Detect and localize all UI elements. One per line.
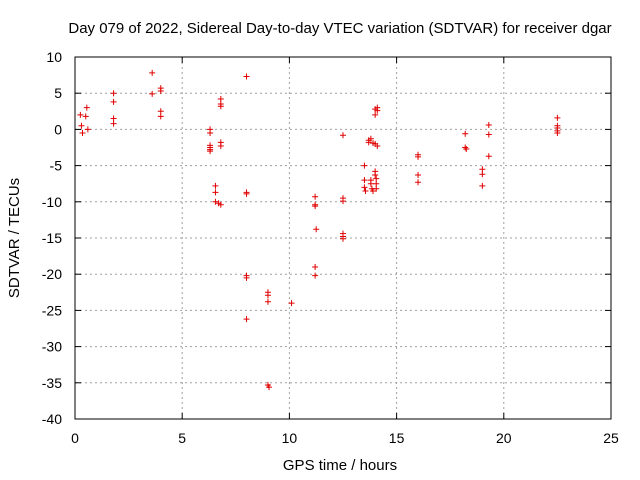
data-point: [361, 177, 368, 184]
data-point: [415, 153, 422, 160]
data-point: [479, 171, 486, 178]
y-tick-label: -40: [42, 411, 62, 427]
data-point: [479, 182, 486, 189]
data-point: [288, 300, 295, 307]
data-point: [554, 114, 561, 121]
data-point: [312, 193, 319, 200]
y-tick-label: -15: [42, 230, 62, 246]
data-point: [415, 172, 422, 179]
data-point: [157, 113, 164, 120]
data-point: [110, 90, 117, 97]
data-point: [217, 143, 224, 150]
data-point: [110, 98, 117, 105]
data-point: [361, 162, 368, 169]
data-point: [340, 198, 346, 205]
data-point: [374, 143, 381, 150]
data-point: [462, 144, 469, 151]
y-tick-label: 0: [54, 121, 62, 137]
axis-tick-labels: 0 5 10 15 20 25 10 5 0 -5 -10 -15 -20 -25 -30 -35 -40: [42, 49, 619, 446]
y-tick-label: 5: [54, 85, 62, 101]
x-tick-label: 20: [496, 430, 512, 446]
data-point: [485, 122, 492, 129]
data-points: [77, 69, 561, 391]
data-point: [77, 111, 84, 118]
data-point: [149, 69, 156, 76]
data-point: [372, 172, 379, 179]
data-point: [485, 131, 492, 138]
data-point: [83, 104, 90, 111]
data-point: [373, 185, 380, 192]
data-point: [312, 203, 319, 210]
data-point: [217, 95, 224, 102]
y-tick-label: -5: [50, 158, 63, 174]
y-tick-label: 10: [46, 49, 62, 65]
data-point: [374, 104, 381, 111]
x-tick-label: 0: [71, 430, 79, 446]
data-point: [212, 182, 219, 189]
data-point: [217, 103, 224, 110]
y-tick-label: -30: [42, 339, 62, 355]
data-point: [554, 130, 561, 137]
x-axis-label: GPS time / hours: [283, 457, 397, 474]
data-point: [415, 179, 422, 186]
data-point: [340, 132, 346, 139]
data-point: [78, 122, 85, 129]
data-point: [367, 135, 374, 142]
data-point: [367, 180, 374, 187]
data-point: [340, 235, 346, 242]
data-point: [312, 263, 319, 270]
data-point: [243, 190, 250, 197]
data-point: [365, 139, 372, 146]
data-point: [110, 115, 117, 122]
x-tick-label: 10: [282, 430, 298, 446]
data-point: [217, 201, 224, 208]
y-tick-label: -20: [42, 266, 62, 282]
x-tick-label: 5: [178, 430, 186, 446]
data-point: [479, 166, 486, 173]
data-point: [463, 145, 470, 152]
data-point: [372, 111, 379, 118]
data-point: [373, 175, 380, 182]
data-point: [312, 272, 319, 279]
data-point: [313, 226, 320, 233]
data-point: [373, 180, 380, 187]
data-point: [264, 298, 271, 305]
data-point: [157, 108, 164, 115]
y-tick-label: -25: [42, 302, 62, 318]
plot-frame: [74, 56, 612, 420]
data-point: [79, 130, 86, 137]
chart-title: Day 079 of 2022, Sidereal Day-to-day VTE…: [68, 20, 611, 37]
y-tick-label: -35: [42, 375, 62, 391]
x-tick-label: 15: [389, 430, 405, 446]
data-point: [243, 73, 250, 80]
data-point: [485, 153, 492, 160]
data-point: [462, 130, 469, 137]
grid: [75, 57, 611, 419]
data-point: [207, 130, 214, 137]
data-point: [110, 120, 117, 127]
data-point: [207, 148, 214, 155]
data-point: [361, 184, 368, 191]
y-tick-label: -10: [42, 194, 62, 210]
data-point: [212, 189, 219, 196]
data-point: [84, 126, 91, 133]
x-tick-label: 25: [603, 430, 619, 446]
data-point: [157, 88, 164, 95]
data-point: [266, 384, 273, 391]
data-point: [362, 187, 369, 194]
data-point: [264, 292, 271, 299]
data-point: [243, 316, 250, 323]
data-point: [82, 113, 89, 120]
data-point: [212, 198, 219, 205]
data-point: [243, 274, 250, 281]
data-point: [370, 187, 377, 194]
data-point: [149, 90, 156, 97]
y-axis-label: SDTVAR / TECUs: [6, 178, 23, 298]
